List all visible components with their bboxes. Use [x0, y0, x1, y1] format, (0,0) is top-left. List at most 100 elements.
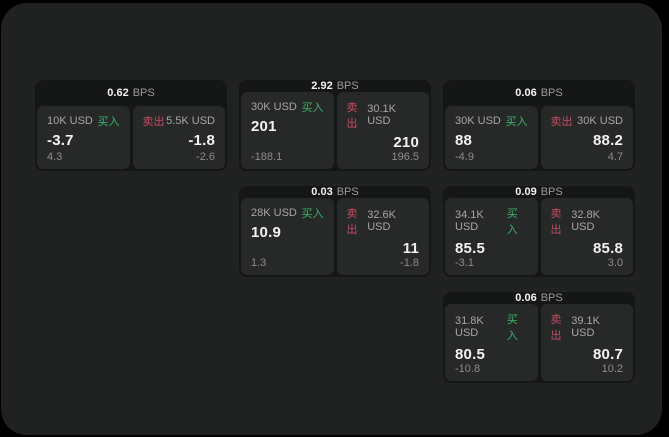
sell-tile[interactable]: 卖出 32.8K USD 85.8 3.0	[540, 198, 633, 275]
cards-grid: 0.62 BPS 10K USD 买入 -3.7 4.3 卖出 5.5K USD…	[35, 80, 635, 383]
bps-value: 2.92	[311, 80, 333, 92]
sell-delta: 4.7	[607, 151, 623, 163]
buy-tile-top: 34.1K USD 买入	[455, 205, 528, 237]
buy-price: 88	[455, 132, 473, 149]
quote-card: 2.92 BPS 30K USD 买入 201 -188.1 卖出 30.1K …	[239, 80, 431, 171]
app-panel: 0.62 BPS 10K USD 买入 -3.7 4.3 卖出 5.5K USD…	[1, 3, 662, 435]
sell-delta: 3.0	[607, 257, 623, 269]
sell-tile-top: 卖出 5.5K USD	[143, 113, 216, 129]
buy-side-button[interactable]: 买入	[97, 116, 120, 128]
bps-unit-label: BPS	[336, 186, 359, 198]
buy-tile-top: 31.8K USD 买入	[455, 311, 528, 343]
buy-delta: 4.3	[47, 151, 63, 163]
sell-tile[interactable]: 卖出 30.1K USD 210 196.5	[336, 92, 429, 169]
bps-unit-label: BPS	[540, 292, 563, 304]
bps-value: 0.06	[515, 87, 537, 99]
buy-tile[interactable]: 28K USD 买入 10.9 1.3	[241, 198, 334, 275]
buy-amount: 30K USD	[455, 115, 501, 127]
sell-tile[interactable]: 卖出 30K USD 88.2 4.7	[540, 106, 633, 169]
sell-side-button[interactable]: 卖出	[346, 208, 358, 236]
bps-unit-label: BPS	[132, 87, 155, 99]
card-body: 34.1K USD 买入 85.5 -3.1 卖出 32.8K USD 85.8…	[445, 198, 633, 275]
card-body: 30K USD 买入 201 -188.1 卖出 30.1K USD 210 1…	[241, 92, 429, 169]
sell-delta: 196.5	[391, 151, 419, 163]
card-body: 10K USD 买入 -3.7 4.3 卖出 5.5K USD -1.8 -2.…	[37, 106, 225, 169]
sell-side-button[interactable]: 卖出	[550, 208, 562, 236]
quote-card: 0.06 BPS 31.8K USD 买入 80.5 -10.8 卖出 39.1…	[443, 292, 635, 383]
buy-amount: 34.1K USD	[455, 209, 484, 233]
card-header: 0.06 BPS	[445, 292, 633, 304]
bps-unit-label: BPS	[540, 87, 563, 99]
buy-amount: 28K USD	[251, 207, 297, 219]
buy-amount: 31.8K USD	[455, 315, 484, 339]
buy-amount: 10K USD	[47, 115, 93, 127]
buy-side-button[interactable]: 买入	[301, 208, 324, 220]
sell-amount: 30K USD	[577, 115, 623, 127]
bps-value: 0.06	[515, 292, 537, 304]
buy-tile[interactable]: 34.1K USD 买入 85.5 -3.1	[445, 198, 538, 275]
buy-price: 201	[251, 118, 277, 135]
buy-delta: -3.1	[455, 257, 474, 269]
sell-tile-top: 卖出 39.1K USD	[551, 311, 624, 343]
sell-tile-top: 卖出 32.6K USD	[347, 205, 420, 237]
sell-amount: 39.1K USD	[571, 315, 600, 339]
sell-delta: -1.8	[400, 257, 419, 269]
bps-unit-label: BPS	[540, 186, 563, 198]
sell-tile[interactable]: 卖出 32.6K USD 11 -1.8	[336, 198, 429, 275]
card-body: 30K USD 买入 88 -4.9 卖出 30K USD 88.2 4.7	[445, 106, 633, 169]
buy-delta: 1.3	[251, 257, 267, 269]
buy-tile[interactable]: 31.8K USD 买入 80.5 -10.8	[445, 304, 538, 381]
sell-price: 80.7	[593, 346, 623, 363]
quote-card: 0.06 BPS 30K USD 买入 88 -4.9 卖出 30K USD 8…	[443, 80, 635, 171]
card-header: 0.06 BPS	[445, 80, 633, 106]
card-body: 28K USD 买入 10.9 1.3 卖出 32.6K USD 11 -1.8	[241, 198, 429, 275]
sell-price: 88.2	[593, 132, 623, 149]
buy-side-button[interactable]: 买入	[505, 116, 528, 128]
quote-card: 0.09 BPS 34.1K USD 买入 85.5 -3.1 卖出 32.8K…	[443, 186, 635, 277]
sell-delta: 10.2	[601, 363, 623, 375]
sell-tile-top: 卖出 32.8K USD	[551, 205, 624, 237]
card-header: 0.62 BPS	[37, 80, 225, 106]
buy-price: -3.7	[47, 132, 74, 149]
quote-card: 0.62 BPS 10K USD 买入 -3.7 4.3 卖出 5.5K USD…	[35, 80, 227, 171]
bps-value: 0.09	[515, 186, 537, 198]
sell-price: 11	[402, 240, 419, 257]
quote-card: 0.03 BPS 28K USD 买入 10.9 1.3 卖出 32.6K US…	[239, 186, 431, 277]
sell-delta: -2.6	[196, 151, 215, 163]
sell-price: 85.8	[593, 240, 623, 257]
sell-tile-top: 卖出 30.1K USD	[347, 99, 420, 131]
sell-side-button[interactable]: 卖出	[550, 116, 573, 128]
buy-tile-top: 30K USD 买入	[251, 99, 324, 115]
buy-tile-top: 30K USD 买入	[455, 113, 528, 129]
buy-price: 85.5	[455, 240, 485, 257]
sell-side-button[interactable]: 卖出	[346, 102, 358, 130]
sell-tile[interactable]: 卖出 5.5K USD -1.8 -2.6	[132, 106, 225, 169]
sell-tile-top: 卖出 30K USD	[551, 113, 624, 129]
buy-amount: 30K USD	[251, 101, 297, 113]
sell-amount: 32.8K USD	[571, 209, 600, 233]
buy-delta: -4.9	[455, 151, 474, 163]
sell-amount: 30.1K USD	[367, 103, 396, 127]
bps-unit-label: BPS	[336, 80, 359, 92]
buy-side-button[interactable]: 买入	[506, 208, 518, 236]
buy-side-button[interactable]: 买入	[506, 314, 518, 342]
buy-delta: -10.8	[455, 363, 481, 375]
buy-tile-top: 10K USD 买入	[47, 113, 120, 129]
sell-tile[interactable]: 卖出 39.1K USD 80.7 10.2	[540, 304, 633, 381]
sell-side-button[interactable]: 卖出	[550, 314, 562, 342]
sell-price: 210	[393, 134, 419, 151]
buy-tile[interactable]: 30K USD 买入 88 -4.9	[445, 106, 538, 169]
sell-amount: 32.6K USD	[367, 209, 396, 233]
buy-side-button[interactable]: 买入	[301, 102, 324, 114]
bps-value: 0.62	[107, 87, 129, 99]
card-header: 0.09 BPS	[445, 186, 633, 198]
card-body: 31.8K USD 买入 80.5 -10.8 卖出 39.1K USD 80.…	[445, 304, 633, 381]
buy-price: 10.9	[251, 224, 281, 241]
buy-tile[interactable]: 10K USD 买入 -3.7 4.3	[37, 106, 130, 169]
buy-delta: -188.1	[251, 151, 283, 163]
buy-tile-top: 28K USD 买入	[251, 205, 324, 221]
sell-amount: 5.5K USD	[166, 115, 215, 127]
sell-side-button[interactable]: 卖出	[142, 116, 165, 128]
buy-price: 80.5	[455, 346, 485, 363]
buy-tile[interactable]: 30K USD 买入 201 -188.1	[241, 92, 334, 169]
